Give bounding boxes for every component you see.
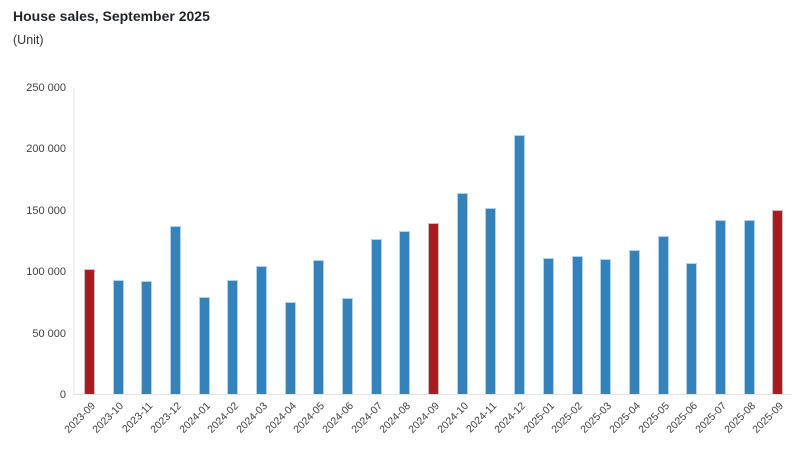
x-tick-label: 2024-12 — [492, 400, 529, 436]
y-tick-label: 150 000 — [26, 204, 66, 217]
bar-slot: 2024-12 — [492, 88, 534, 436]
bars-row: 2023-09 2023-10 2023-11 2023-12 2024-01 2024-… — [62, 88, 793, 436]
bar-slot: 2025-05 — [636, 88, 678, 436]
x-tick-label: 2024-03 — [234, 400, 270, 436]
bar-slot: 2024-04 — [263, 88, 305, 436]
y-tick-label: 50 000 — [32, 327, 66, 340]
bar-slot: 2024-05 — [292, 88, 334, 436]
y-tick-label: 0 — [59, 389, 66, 401]
y-axis: 250 000 200 000 150 000 100 000 50 000 0 — [0, 82, 66, 401]
bar-slot: 2024-03 — [234, 88, 276, 436]
bar-2025-03 — [600, 259, 612, 394]
bar-slot: 2025-02 — [550, 88, 592, 436]
bar-2025-09 — [772, 210, 784, 394]
chart-title: House sales, September 2025 — [13, 8, 210, 24]
bar-slot: 2023-09 — [62, 88, 104, 436]
bar-2023-10 — [112, 280, 124, 394]
bar-2025-06 — [686, 263, 698, 394]
bar-slot: 2024-10 — [435, 88, 477, 436]
y-tick-label: 250 000 — [26, 82, 66, 94]
bar-slot: 2024-09 — [406, 88, 448, 436]
bar-2024-10 — [456, 193, 468, 394]
x-tick-label: 2025-03 — [578, 400, 615, 436]
bar-slot: 2024-01 — [177, 88, 219, 436]
bar-2023-12 — [169, 225, 181, 394]
bar-slot: 2025-09 — [751, 88, 793, 436]
bar-2025-07 — [714, 220, 726, 394]
x-tick-label: 2025-07 — [693, 400, 729, 436]
bar-2024-05 — [313, 259, 325, 394]
bar-2024-02 — [227, 280, 239, 394]
bar-2024-11 — [485, 207, 497, 394]
bar-2024-07 — [370, 239, 382, 394]
bar-2025-04 — [628, 250, 640, 394]
bar-2025-02 — [571, 256, 583, 394]
bar-2023-09 — [83, 269, 95, 394]
bar-slot: 2024-08 — [378, 88, 420, 436]
bar-2024-03 — [255, 266, 267, 394]
plot-area: 2023-09 2023-10 2023-11 2023-12 2024-01 2024-… — [62, 88, 793, 436]
x-tick-label: 2024-09 — [406, 400, 443, 436]
bar-slot: 2024-11 — [464, 88, 506, 435]
bar-2024-06 — [342, 297, 354, 394]
bar-slot: 2025-01 — [521, 88, 563, 436]
bar-slot: 2024-07 — [349, 88, 391, 436]
bar-slot: 2025-07 — [693, 88, 735, 436]
x-tick-label: 2023-11 — [120, 400, 156, 436]
bar-slot: 2025-04 — [607, 88, 649, 436]
bar-2024-04 — [284, 302, 296, 394]
x-tick-label: 2023-12 — [148, 400, 184, 436]
y-tick-label: 100 000 — [26, 266, 66, 279]
bar-slot: 2023-10 — [91, 88, 133, 436]
bar-slot: 2025-03 — [578, 88, 620, 436]
bar-2025-08 — [743, 219, 755, 394]
bar-2024-09 — [428, 223, 440, 394]
bar-2024-12 — [514, 135, 526, 394]
bar-2023-11 — [141, 280, 153, 394]
bar-2025-05 — [657, 235, 669, 394]
chart-subtitle: (Unit) — [13, 33, 44, 47]
x-tick-label: 2024-06 — [320, 400, 357, 436]
bar-2024-01 — [198, 297, 210, 394]
bar-2024-08 — [399, 230, 411, 394]
bar-slot: 2024-06 — [320, 88, 362, 436]
bar-2025-01 — [542, 257, 554, 394]
bar-slot: 2025-08 — [722, 88, 764, 436]
bar-slot: 2024-02 — [206, 88, 247, 436]
bar-slot: 2025-06 — [665, 88, 706, 436]
bar-slot: 2023-12 — [148, 88, 190, 436]
y-tick-label: 200 000 — [26, 143, 66, 156]
bar-slot: 2023-11 — [120, 88, 161, 435]
